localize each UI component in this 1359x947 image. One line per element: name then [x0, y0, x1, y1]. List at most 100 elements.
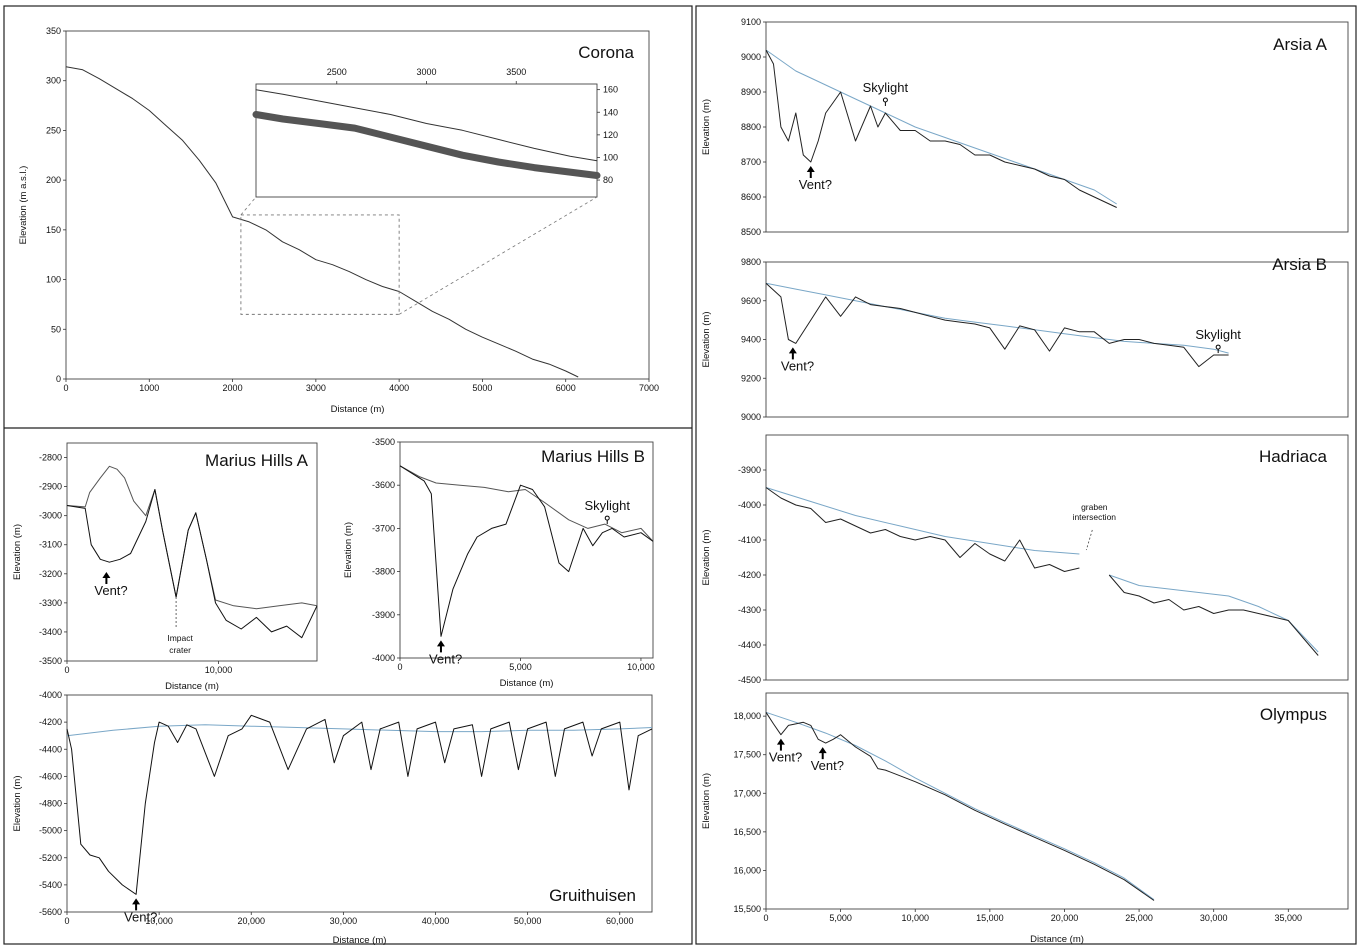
- series-line: [765, 711, 1155, 901]
- annotation-label: Vent?: [429, 651, 462, 666]
- x-tick-label: 30,000: [330, 916, 358, 926]
- y-tick-label: 8800: [741, 122, 761, 132]
- series-line: [765, 49, 1117, 208]
- x-tick-label: 10,000: [145, 916, 173, 926]
- skylight-marker: [882, 97, 888, 103]
- x-tick-label: 10,000: [901, 913, 929, 923]
- graben-leader: [1085, 529, 1093, 551]
- y-tick-label: -4000: [39, 690, 62, 700]
- y-tick-label: -2800: [39, 453, 62, 463]
- chart-title: Arsia A: [1273, 35, 1328, 54]
- y-tick-label: -3500: [372, 437, 395, 447]
- y-tick-label: 9400: [741, 335, 761, 345]
- chart-title: Olympus: [1260, 705, 1327, 724]
- series-line: [65, 66, 579, 378]
- x-axis-label: Distance (m): [333, 935, 387, 946]
- y-tick-label: -3400: [39, 627, 62, 637]
- y-tick-label: 9100: [741, 17, 761, 27]
- y-tick-label: 8900: [741, 87, 761, 97]
- y-tick-label: 9200: [741, 373, 761, 383]
- y-tick-label: 8500: [741, 227, 761, 237]
- x-tick-label: 0: [64, 916, 69, 926]
- x-tick-label: 30,000: [1200, 913, 1228, 923]
- y-tick-label: -4400: [39, 744, 62, 754]
- y-axis-label: Elevation (m): [701, 312, 712, 368]
- x-tick-label: 10,000: [627, 662, 655, 672]
- x-tick-label: 1000: [139, 383, 159, 393]
- series-line: [765, 712, 1155, 901]
- annotation-label: Skylight: [863, 80, 909, 95]
- y-tick-label: 9800: [741, 257, 761, 267]
- y-tick-label: -3100: [39, 540, 62, 550]
- zoom-box: [240, 214, 400, 315]
- y-tick-label: -4300: [738, 605, 761, 615]
- y-tick-label: 350: [46, 26, 61, 36]
- y-tick-label: 9600: [741, 296, 761, 306]
- y-tick-label: -3300: [39, 598, 62, 608]
- plot-area: [765, 434, 1349, 681]
- plot-area: [399, 441, 654, 659]
- x-axis-label: Distance (m): [331, 404, 385, 415]
- inset-y-tick-label: 160: [603, 85, 618, 95]
- x-tick-label: 2000: [223, 383, 243, 393]
- y-axis-label: Elevation (m): [12, 776, 23, 832]
- chart-title: Corona: [578, 43, 634, 62]
- x-tick-label: 5,000: [829, 913, 852, 923]
- y-tick-label: 17,000: [733, 788, 761, 798]
- y-tick-label: -4200: [39, 717, 62, 727]
- plot-area: [765, 692, 1349, 910]
- x-tick-label: 0: [397, 662, 402, 672]
- y-tick-label: 16,500: [733, 827, 761, 837]
- plot-area: [65, 30, 650, 380]
- annotation-label: Vent?: [781, 358, 814, 373]
- series-line: [66, 489, 318, 639]
- y-tick-label: -5000: [39, 826, 62, 836]
- y-tick-label: 15,500: [733, 904, 761, 914]
- x-tick-label: 15,000: [976, 913, 1004, 923]
- chart-hadriaca: -4500 -4400 -4300 -4200 -4100 -4000 -3900 Eleva…: [701, 434, 1349, 685]
- y-tick-label: -4000: [372, 653, 395, 663]
- annotation-label: Vent?: [811, 758, 844, 773]
- y-tick-label: 8600: [741, 192, 761, 202]
- y-tick-label: 18,000: [733, 711, 761, 721]
- annotation-label: intersection: [1073, 512, 1117, 522]
- y-tick-label: 17,500: [733, 750, 761, 760]
- y-tick-label: -4400: [738, 640, 761, 650]
- x-tick-label: 0: [63, 383, 68, 393]
- up-arrow-icon: [806, 166, 815, 178]
- x-tick-label: 0: [763, 913, 768, 923]
- series-line: [399, 465, 654, 637]
- y-tick-label: -4600: [39, 771, 62, 781]
- y-tick-label: 0: [56, 374, 61, 384]
- annotation-label: crater: [169, 645, 191, 655]
- x-tick-label: 3000: [306, 383, 326, 393]
- skylight-marker: [1215, 344, 1221, 350]
- zoom-connector: [240, 196, 257, 216]
- y-tick-label: -3900: [738, 465, 761, 475]
- y-tick-label: -4500: [738, 675, 761, 685]
- y-tick-label: -4200: [738, 570, 761, 580]
- x-tick-label: 5,000: [509, 662, 532, 672]
- x-tick-label: 10,000: [205, 665, 233, 675]
- y-tick-label: 250: [46, 125, 61, 135]
- up-arrow-icon: [132, 898, 141, 911]
- x-axis-label: Distance (m): [1030, 934, 1084, 945]
- chart-marius-hills-a: -3500 -3400 -3300 -3200 -3100 -3000 -2900 -2800…: [12, 442, 318, 692]
- x-tick-label: 6000: [556, 383, 576, 393]
- series-line: [765, 487, 1080, 555]
- y-axis-label: Elevation (m): [343, 522, 354, 578]
- y-tick-label: -4100: [738, 535, 761, 545]
- x-tick-label: 60,000: [606, 916, 634, 926]
- x-tick-label: 40,000: [422, 916, 450, 926]
- inset-y-tick-label: 120: [603, 130, 618, 140]
- annotation-label: graben: [1081, 502, 1108, 512]
- series-line: [1108, 574, 1319, 656]
- annotation-label: Vent?: [94, 583, 127, 598]
- y-tick-label: 300: [46, 76, 61, 86]
- y-axis-label: Elevation (m a.s.l.): [18, 166, 29, 245]
- up-arrow-icon: [436, 640, 445, 653]
- x-tick-label: 7000: [639, 383, 659, 393]
- chart-olympus: 15,500 16,000 16,500 17,000 17,500 18,000 0 5,0…: [701, 692, 1349, 945]
